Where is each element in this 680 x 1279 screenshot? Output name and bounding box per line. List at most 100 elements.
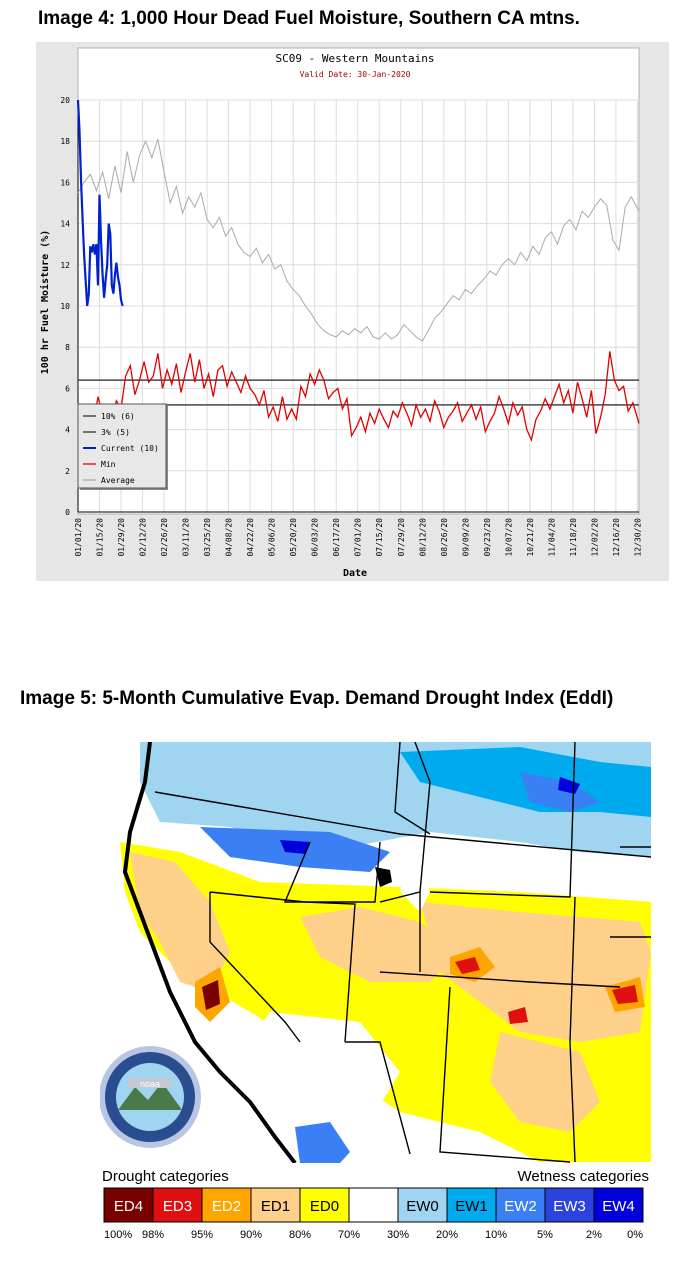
y-tick-label: 2 — [65, 467, 70, 476]
drought-categories-label: Drought categories — [102, 1168, 229, 1185]
chart-subtitle: Valid Date: 30-Jan-2020 — [300, 70, 411, 79]
chart-tick-labels: 0 2 4 6 8 10 12 14 16 18 20 01/01/20 01/15/20 01/29/2… — [60, 96, 642, 557]
x-tick-label: 08/12/20 — [418, 518, 427, 557]
series-line-current — [76, 99, 124, 307]
percentile-label: 0% — [627, 1229, 643, 1241]
x-tick-label: 09/23/20 — [483, 518, 492, 557]
x-tick-label: 04/08/20 — [225, 518, 234, 557]
x-tick-label: 03/11/20 — [182, 518, 191, 557]
category-swatch — [495, 1187, 546, 1223]
y-tick-label: 12 — [60, 261, 70, 270]
category-swatch — [201, 1187, 252, 1223]
chart-gridlines — [77, 99, 639, 513]
ed1-colorado — [420, 902, 651, 1042]
x-axis-label: Date — [343, 568, 367, 579]
ed4-spot-1 — [202, 980, 220, 1010]
x-tick-label: 06/03/20 — [311, 518, 320, 557]
series-line-min — [77, 351, 640, 442]
state-borders — [154, 742, 651, 1163]
percentile-label: 30% — [387, 1229, 409, 1241]
x-tick-label: 02/26/20 — [160, 518, 169, 557]
category-swatch — [397, 1187, 448, 1223]
category-label: ED3 — [163, 1198, 192, 1215]
category-swatch — [544, 1187, 595, 1223]
category-swatch — [348, 1187, 399, 1223]
fuel-moisture-chart: SC09 - Western Mountains Valid Date: 30-… — [39, 47, 642, 579]
percentile-label: 98% — [142, 1229, 164, 1241]
category-swatch — [593, 1187, 644, 1223]
legend-box — [77, 403, 167, 489]
eddi-category-legend-graphic: Drought categories Wetness categories ED… — [102, 1168, 649, 1241]
legend-label: Current (10) — [101, 444, 159, 453]
chart-series — [76, 99, 640, 442]
percentile-label: 70% — [338, 1229, 360, 1241]
x-tick-label: 10/21/20 — [526, 518, 535, 557]
x-tick-label: 12/02/20 — [590, 518, 599, 557]
y-tick-label: 6 — [65, 384, 70, 393]
category-label: ED1 — [261, 1198, 290, 1215]
ed1-california — [130, 852, 230, 992]
x-tick-label: 06/17/20 — [332, 518, 341, 557]
x-tick-label: 03/25/20 — [203, 518, 212, 557]
x-tick-label: 07/15/20 — [375, 518, 384, 557]
image-4-heading: Image 4: 1,000 Hour Dead Fuel Moisture, … — [38, 8, 580, 29]
percentile-label: 90% — [240, 1229, 262, 1241]
x-tick-label: 10/07/20 — [504, 518, 513, 557]
x-tick-label: 11/04/20 — [547, 518, 556, 557]
fuel-moisture-chart-panel: SC09 - Western Mountains Valid Date: 30-… — [36, 42, 669, 581]
percentile-label: 100% — [104, 1229, 132, 1241]
category-swatch — [299, 1187, 350, 1223]
x-tick-label: 07/01/20 — [354, 518, 363, 557]
percentile-label: 80% — [289, 1229, 311, 1241]
wetness-categories-label: Wetness categories — [518, 1168, 649, 1185]
north-deep-blue-spot — [558, 777, 580, 794]
percentile-label: 10% — [485, 1229, 507, 1241]
y-tick-label: 20 — [60, 96, 70, 105]
category-label: EW1 — [455, 1198, 488, 1215]
category-label: EW4 — [602, 1198, 635, 1215]
series-line-average — [77, 138, 640, 342]
legend-label: 10% (6) — [101, 412, 135, 421]
y-tick-label: 0 — [65, 508, 70, 517]
great-salt-lake — [375, 867, 392, 887]
x-tick-label: 12/30/20 — [633, 518, 642, 557]
x-tick-label: 12/16/20 — [612, 518, 621, 557]
category-label: EW3 — [553, 1198, 586, 1215]
x-tick-label: 01/01/20 — [74, 518, 83, 557]
southwest-blue-region — [295, 1122, 350, 1163]
x-tick-label: 07/29/20 — [397, 518, 406, 557]
x-tick-label: 02/12/20 — [139, 518, 148, 557]
eddi-category-legend: Drought categories Wetness categories ED… — [100, 1163, 651, 1271]
legend-label: Average — [101, 476, 135, 485]
legend-label: Min — [101, 460, 116, 469]
x-tick-label: 05/06/20 — [268, 518, 277, 557]
chart-title: SC09 - Western Mountains — [276, 52, 435, 65]
eddi-map-graphic: noaa — [100, 742, 651, 1163]
category-label: ED2 — [212, 1198, 241, 1215]
percentile-label: 95% — [191, 1229, 213, 1241]
y-tick-label: 8 — [65, 343, 70, 352]
x-tick-label: 01/29/20 — [117, 518, 126, 557]
percentile-label: 2% — [586, 1229, 602, 1241]
ed3-spot-3 — [508, 1007, 528, 1024]
noaa-logo-text: noaa — [140, 1079, 160, 1089]
percentile-label: 5% — [537, 1229, 553, 1241]
category-label: EW0 — [406, 1198, 439, 1215]
x-tick-label: 04/22/20 — [246, 518, 255, 557]
x-tick-label: 08/26/20 — [440, 518, 449, 557]
category-label: ED0 — [310, 1198, 339, 1215]
north-mid-blue-region — [520, 772, 600, 812]
category-swatch — [152, 1187, 203, 1223]
noaa-logo: noaa — [100, 1046, 201, 1148]
category-swatches: ED4 ED3 ED2 ED1 ED0 EW0 EW1 EW2 EW3 EW4 — [103, 1187, 644, 1223]
x-tick-label: 11/18/20 — [569, 518, 578, 557]
category-swatch — [250, 1187, 301, 1223]
northwest-deep-blue-spot — [280, 840, 310, 854]
pacific-coastline — [122, 742, 297, 1163]
percentile-label: 20% — [436, 1229, 458, 1241]
category-label: ED4 — [114, 1198, 143, 1215]
ed3-spot-2 — [612, 985, 638, 1004]
y-tick-label: 4 — [65, 426, 70, 435]
ed3-spot-1 — [455, 957, 480, 974]
y-tick-label: 14 — [60, 220, 70, 229]
